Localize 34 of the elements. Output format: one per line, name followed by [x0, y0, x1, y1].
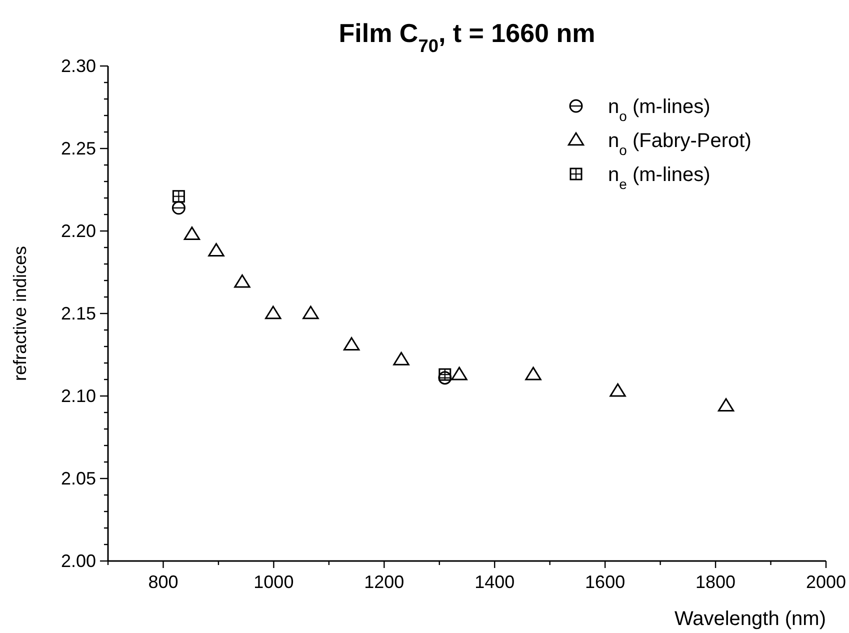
- y-tick-label: 2.15: [60, 304, 96, 324]
- x-tick-label: 1000: [254, 572, 294, 592]
- x-tick-label: 1400: [474, 572, 515, 592]
- legend-label: n$_{o}$ (Fabry-Perot): [608, 130, 752, 158]
- point: [451, 366, 468, 380]
- y-tick-label: 2.00: [60, 551, 96, 571]
- y-tick-label: 2.20: [60, 221, 96, 241]
- x-tick-label: 2000: [806, 572, 846, 592]
- point: [184, 226, 200, 240]
- x-tick-label: 1800: [696, 572, 736, 592]
- x-axis-title: Wavelength (nm): [674, 608, 826, 630]
- legend-label: n$_{o}$ (m-lines): [608, 96, 710, 124]
- y-tick-label: 2.05: [60, 468, 96, 488]
- point: [234, 274, 250, 288]
- y-tick-label: 2.10: [60, 386, 96, 406]
- point: [208, 243, 224, 256]
- point: [302, 306, 319, 320]
- point: [172, 201, 186, 215]
- y-axis-title: refractive indices: [10, 246, 30, 382]
- y-tick-label: 2.25: [60, 138, 96, 158]
- point: [610, 383, 626, 397]
- point: [525, 366, 542, 380]
- point: [438, 368, 452, 381]
- point: [172, 190, 185, 203]
- x-tick-label: 1600: [585, 572, 626, 592]
- x-tick-label: 800: [148, 572, 178, 592]
- point: [393, 352, 410, 366]
- point: [265, 306, 282, 320]
- point: [718, 398, 734, 412]
- chart-title: Film C$_{70}$, t = 1660 nm: [338, 18, 596, 56]
- legend-label: n$_{e}$ (m-lines): [608, 164, 710, 192]
- y-tick-label: 2.30: [60, 56, 96, 76]
- point: [343, 337, 360, 350]
- x-tick-label: 1200: [364, 572, 404, 592]
